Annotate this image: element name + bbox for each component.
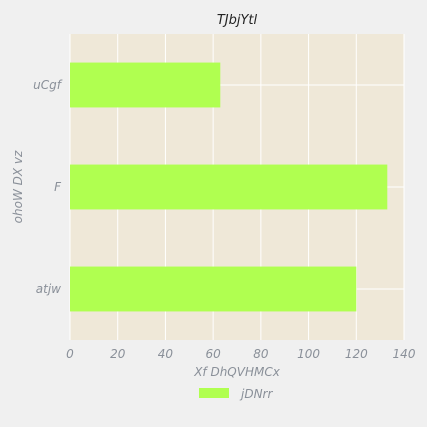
y-tick-label: atjw: [36, 282, 61, 296]
legend: jDNrr: [199, 387, 273, 401]
y-axis-label: ohoW DX vz: [11, 150, 25, 223]
x-tick-label: 80: [253, 347, 269, 361]
x-tick-label: 60: [206, 347, 222, 361]
x-tick-label: 20: [110, 347, 126, 361]
y-tick-label: F: [54, 180, 62, 194]
x-tick-label: 140: [393, 347, 416, 361]
x-tick-label: 0: [66, 347, 74, 361]
bar-f: [70, 164, 388, 210]
chart-title: TJbjYtl: [217, 13, 258, 28]
legend-label: jDNrr: [239, 387, 273, 401]
x-tick-label: 40: [158, 347, 174, 361]
bar-atjw: [70, 266, 357, 312]
legend-swatch: [199, 388, 229, 398]
x-axis-label: Xf DhQVHMCx: [193, 365, 281, 379]
x-tick-label: 120: [345, 347, 368, 361]
bars: [70, 62, 388, 312]
x-tick-labels: 0 20 40 60 80 100 120 140: [66, 347, 416, 361]
y-tick-label: uCgf: [33, 78, 63, 92]
bar-ucgf: [70, 62, 221, 108]
x-tick-label: 100: [297, 347, 320, 361]
